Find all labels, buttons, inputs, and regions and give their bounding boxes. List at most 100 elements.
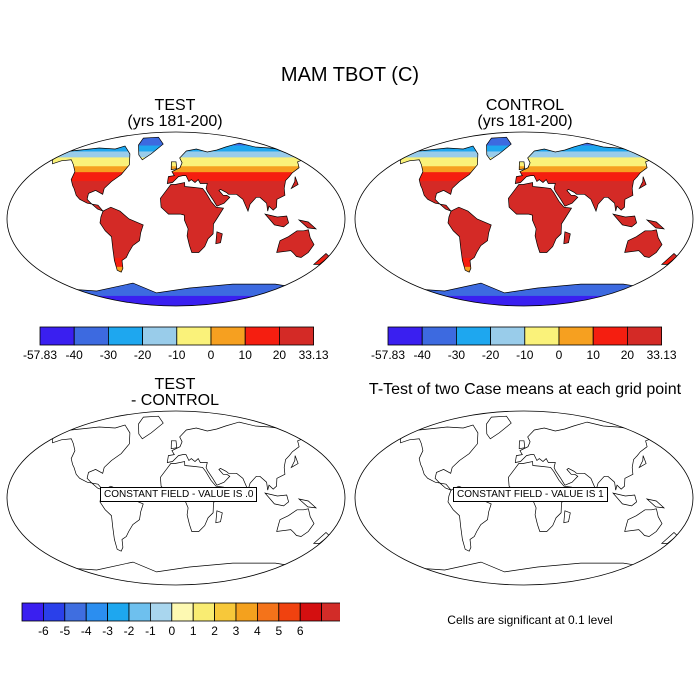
- coastline-uk: [170, 161, 178, 171]
- colorbar-swatch: [256, 602, 280, 622]
- coastline-north-america: [400, 424, 479, 491]
- colorbar-tick-label: 2: [211, 624, 218, 638]
- colorbar-swatch: [387, 326, 423, 346]
- colorbar-test: -57.83 -40 -30 -20 -10 0 10 20 33.13: [23, 326, 329, 362]
- coastline-japan: [638, 176, 647, 190]
- colorbar-tick-label: 20: [621, 348, 635, 362]
- colorbar-swatch: [39, 326, 75, 346]
- colorbar-swatch: [558, 326, 594, 346]
- colorbar-tick-label: -30: [100, 348, 118, 362]
- coastline-japan: [638, 455, 647, 469]
- colorbar-swatch: [43, 602, 66, 622]
- colorbar-tick-label: -2: [124, 624, 135, 638]
- colorbar-swatch: [85, 602, 108, 622]
- colorbar-tick-label: 6: [297, 624, 304, 638]
- coastline-indonesia: [612, 492, 637, 507]
- coastline-north-america: [52, 145, 131, 212]
- colorbar-swatch: [171, 602, 194, 622]
- coastline-uk: [170, 440, 178, 450]
- coastline-antarctica: [399, 561, 648, 585]
- colorbar-tick-label: 10: [239, 348, 253, 362]
- coastline-uk: [518, 440, 526, 450]
- colorbar-swatch: [626, 326, 662, 346]
- coastline-south-america: [447, 206, 492, 273]
- colorbar-tick-label: 1: [190, 624, 197, 638]
- coastline-antarctica: [399, 282, 648, 306]
- colorbar-tick-label: -6: [38, 624, 49, 638]
- colorbar-swatch: [108, 326, 144, 346]
- coastline-australia: [624, 508, 663, 537]
- colorbar-tick-label: -10: [516, 348, 534, 362]
- panel-title-test-line2: (yrs 181-200): [127, 113, 223, 130]
- coastline-new-guinea: [645, 219, 666, 230]
- coastline-new-guinea: [297, 498, 318, 509]
- panel-title-test: TEST (yrs 181-200): [75, 98, 275, 130]
- colorbar-swatch: [235, 602, 258, 622]
- coastline-north-america: [400, 145, 479, 212]
- coastline-indonesia: [264, 492, 289, 507]
- coastline-indonesia: [612, 213, 637, 228]
- coastline-eurasia: [514, 421, 652, 492]
- panel-title-test-line1: TEST: [154, 97, 196, 114]
- map-control: [354, 131, 694, 307]
- colorbar-diff: -6 -5 -4 -3 -2 -1 0 1 2 3 4 5 6: [21, 602, 340, 638]
- coastline-africa: [508, 182, 573, 253]
- coastline-japan: [290, 455, 299, 469]
- colorbar-tick-label: -3: [102, 624, 113, 638]
- coastline-north-america: [52, 424, 131, 491]
- colorbar-swatch: [149, 602, 173, 622]
- coastline-australia: [276, 229, 315, 258]
- panel-title-diff-line1: TEST: [154, 376, 196, 393]
- colorbar-swatch: [592, 326, 628, 346]
- colorbar-tick-label: -10: [168, 348, 186, 362]
- map-test: [6, 131, 346, 307]
- map-border: [6, 410, 346, 586]
- colorbar-tick-label: 20: [273, 348, 287, 362]
- colorbar-tick-label: -40: [66, 348, 84, 362]
- colorbar-swatch: [142, 326, 178, 346]
- colorbar-swatch: [299, 602, 323, 622]
- colorbar-swatch: [192, 602, 215, 622]
- colorbar-tick-label: -1: [145, 624, 156, 638]
- coastline-nz: [660, 532, 678, 544]
- panel-title-control-line1: CONTROL: [485, 97, 565, 114]
- colorbar-tick-label: 10: [587, 348, 601, 362]
- colorbar-tick-label: -30: [448, 348, 466, 362]
- coastline-south-america: [99, 206, 144, 273]
- colorbar-swatch: [64, 602, 87, 622]
- colorbar-swatch: [421, 326, 457, 346]
- colorbar-tick-label: -57.83: [23, 348, 57, 362]
- map-border: [354, 131, 694, 307]
- colorbar-swatch: [176, 326, 212, 346]
- coastline-uk: [518, 161, 526, 171]
- ttest-constant-field-label: CONSTANT FIELD - VALUE IS 1: [453, 487, 608, 502]
- coastline-eurasia: [166, 142, 304, 213]
- colorbar-swatch: [73, 326, 109, 346]
- colorbar-tick-label: 0: [168, 624, 175, 638]
- coastline-africa: [160, 182, 225, 253]
- coastline-madagascar: [563, 510, 571, 524]
- coastline-eurasia: [514, 142, 652, 213]
- coastline-madagascar: [215, 510, 223, 524]
- colorbar-swatch: [278, 326, 314, 346]
- diff-constant-field-label: CONSTANT FIELD - VALUE IS .0: [100, 487, 258, 502]
- map-border: [354, 410, 694, 586]
- coastline-japan: [290, 176, 299, 190]
- panel-title-control-line2: (yrs 181-200): [477, 113, 573, 130]
- colorbar-tick-label: -20: [134, 348, 152, 362]
- colorbar-swatch: [490, 326, 526, 346]
- colorbar-swatch: [456, 326, 492, 346]
- colorbar-swatch: [21, 602, 44, 622]
- colorbar-tick-label: -57.83: [371, 348, 405, 362]
- colorbar-swatch: [214, 602, 237, 622]
- coastline-greenland: [486, 136, 512, 161]
- coastline-nz: [312, 532, 330, 544]
- colorbar-tick-label: 0: [556, 348, 563, 362]
- coastline-nz: [312, 253, 330, 265]
- coastline-indonesia: [264, 213, 289, 228]
- coastline-antarctica: [51, 282, 300, 306]
- coastline-madagascar: [563, 231, 571, 245]
- colorbar-swatch: [278, 602, 301, 622]
- coastline-australia: [276, 508, 315, 537]
- colorbar-control: -57.83 -40 -30 -20 -10 0 10 20 33.13: [371, 326, 677, 362]
